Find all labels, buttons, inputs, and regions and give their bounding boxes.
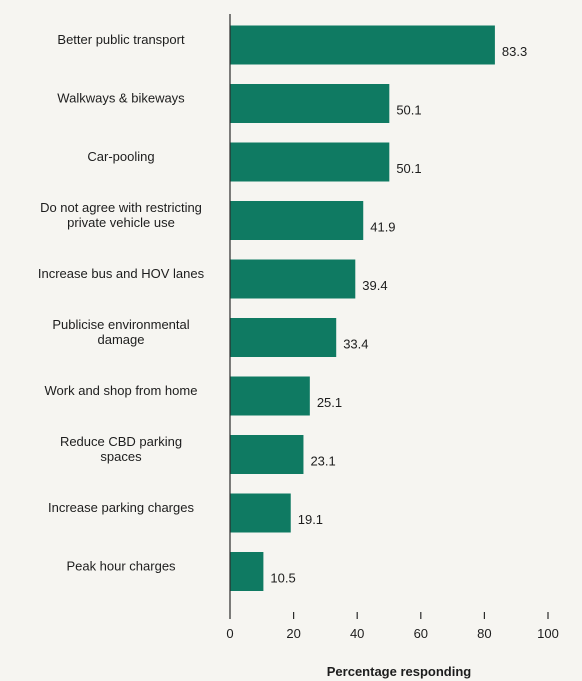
category-label-line: Better public transport	[57, 32, 185, 47]
category-label-line: Increase parking charges	[48, 500, 194, 515]
category-label-2: Walkways & bikeways	[57, 91, 185, 106]
x-tick-label: 40	[350, 626, 364, 641]
value-label-6: 33.4	[343, 337, 368, 352]
value-label-3: 50.1	[396, 161, 421, 176]
category-labels-group: Better public transport Walkways & bikewa…	[38, 32, 205, 574]
bar-7	[230, 376, 310, 416]
x-axis-label: Percentage responding	[327, 664, 472, 679]
value-label-9: 19.1	[298, 512, 323, 527]
category-label-9: Increase parking charges	[48, 500, 194, 515]
category-label-8: Reduce CBD parking spaces	[60, 434, 182, 464]
category-label-line: Peak hour charges	[66, 559, 176, 574]
bar-1	[230, 25, 495, 65]
value-label-4: 41.9	[370, 220, 395, 235]
category-label-7: Work and shop from home	[45, 383, 198, 398]
value-label-2: 50.1	[396, 103, 421, 118]
x-tick-label: 0	[226, 626, 233, 641]
category-label-line: Reduce CBD parking	[60, 434, 182, 449]
category-label-3: Car-pooling	[87, 149, 154, 164]
category-label-line: Do not agree with restricting	[40, 200, 202, 215]
category-label-line: spaces	[100, 449, 142, 464]
category-label-6: Publicise environmental damage	[52, 317, 189, 347]
category-label-line: private vehicle use	[67, 215, 175, 230]
x-tick-label: 100	[537, 626, 559, 641]
bar-5	[230, 259, 356, 299]
category-label-10: Peak hour charges	[66, 559, 176, 574]
bars-group	[230, 25, 495, 591]
x-tick-label: 80	[477, 626, 491, 641]
category-label-4: Do not agree with restricting private veh…	[40, 200, 202, 230]
bar-6	[230, 318, 337, 357]
value-label-10: 10.5	[270, 571, 295, 586]
category-label-line: Walkways & bikeways	[57, 91, 185, 106]
x-tick-label: 20	[286, 626, 300, 641]
bar-2	[230, 84, 390, 123]
category-label-5: Increase bus and HOV lanes	[38, 266, 205, 281]
value-label-8: 23.1	[310, 454, 335, 469]
category-label-1: Better public transport	[57, 32, 185, 47]
bar-4	[230, 201, 364, 240]
x-axis-ticks-group: 0 20 40 60 80 100	[226, 612, 559, 641]
category-label-line: Publicise environmental	[52, 317, 189, 332]
value-label-7: 25.1	[317, 395, 342, 410]
x-tick-label: 60	[414, 626, 428, 641]
value-label-5: 39.4	[362, 278, 387, 293]
bar-8	[230, 435, 304, 474]
value-labels-group: 83.3 50.1 50.1 41.9 39.4 33.4 25.1 23.1 19.1 10.5	[270, 44, 527, 586]
category-label-line: damage	[98, 332, 145, 347]
category-label-line: Car-pooling	[87, 149, 154, 164]
bar-3	[230, 142, 390, 182]
bar-10	[230, 552, 264, 591]
category-label-line: Work and shop from home	[45, 383, 198, 398]
category-label-line: Increase bus and HOV lanes	[38, 266, 205, 281]
bar-9	[230, 493, 291, 533]
value-label-1: 83.3	[502, 44, 527, 59]
